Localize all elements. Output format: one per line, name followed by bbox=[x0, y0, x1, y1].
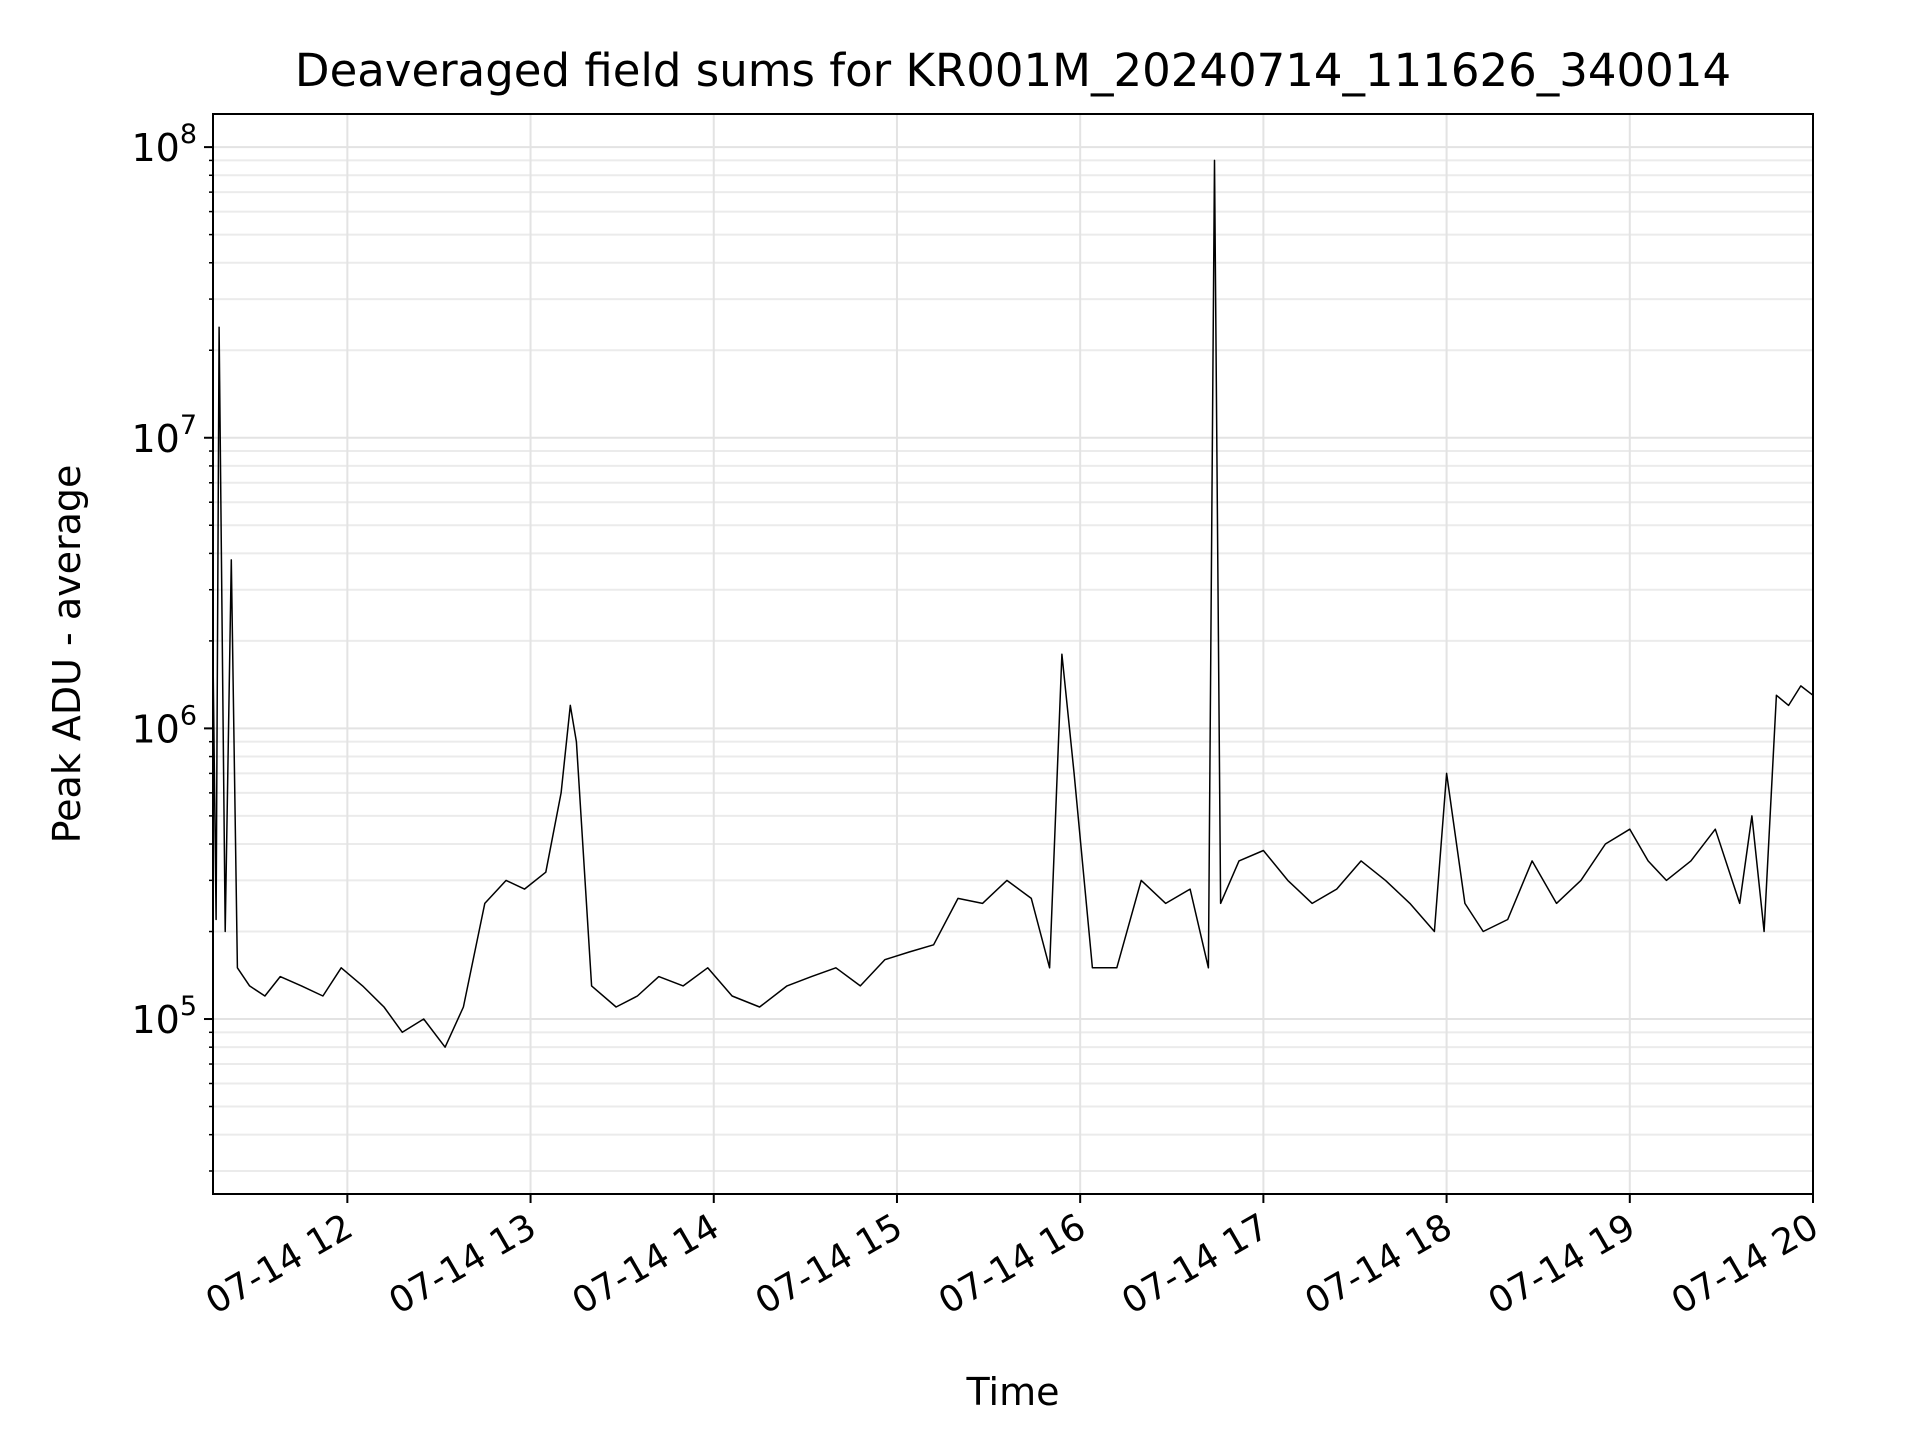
grid bbox=[213, 114, 1814, 1194]
series-line bbox=[212, 159, 1814, 1048]
series-layer bbox=[212, 159, 1814, 1048]
plot-frame bbox=[212, 113, 1814, 1195]
x-axis-label: Time bbox=[966, 1370, 1060, 1414]
chart-title: Deaveraged field sums for KR001M_2024071… bbox=[295, 44, 1731, 97]
y-axis-label: Peak ADU - average bbox=[45, 465, 89, 844]
